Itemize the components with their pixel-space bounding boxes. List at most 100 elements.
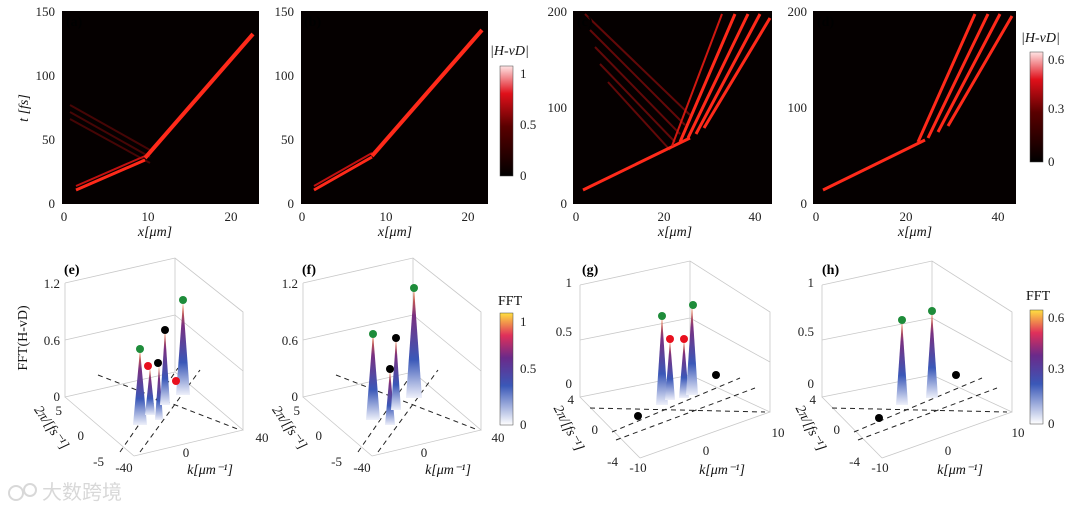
colorbar-bottom-1: FFT 1 0.5 0: [498, 294, 536, 432]
colorbar-bottom-2-tick-03: 0.3: [1048, 361, 1064, 376]
klabel-g: k[μm⁻¹]: [699, 463, 745, 478]
colorbar-bottom-1-gradient: [499, 312, 514, 426]
ktick-h-0: 0: [945, 443, 952, 458]
panel-e: (e) 1.2 0.6 0 FFT(H-vD) 5 0 -5 2π/[fs⁻¹]…: [16, 257, 269, 478]
ylabel-a: t [fs]: [17, 94, 32, 122]
xlabel-b: x[μm]: [377, 225, 412, 240]
colorbar-bottom-1-tick-0: 0: [520, 417, 527, 432]
heatmap-c: [573, 11, 772, 204]
ytick-c-200: 200: [548, 4, 568, 19]
ytick-d-100: 100: [788, 100, 808, 115]
peak-f-1: [366, 333, 380, 420]
ktick-g-m10: -10: [629, 460, 646, 475]
colorbar-top-1: |H-vD| 1 0.5 0: [490, 44, 536, 183]
marker-f-green-2: [410, 284, 418, 292]
panel-label-e: (e): [64, 263, 80, 278]
wtick-g-m4: -4: [607, 454, 618, 469]
peak-e-1: [133, 350, 147, 425]
panel-label-h: (h): [822, 263, 839, 278]
ktick-h-10: 10: [1012, 425, 1025, 440]
wlabel-h: 2π/[fs⁻¹]: [792, 403, 829, 454]
xtick-a-20: 20: [225, 209, 238, 224]
ytick-d-200: 200: [788, 4, 808, 19]
ktick-g-10: 10: [772, 425, 785, 440]
ytick-b-150: 150: [275, 4, 295, 19]
zlabel-e: FFT(H-vD): [16, 305, 31, 371]
peak-h-1: [896, 320, 908, 405]
xlabel-a: x[μm]: [137, 225, 172, 240]
ytick-a-100: 100: [36, 68, 56, 83]
peak-f-3: [391, 338, 401, 410]
watermark: 大数跨境: [8, 480, 122, 504]
wtick-f-m5: -5: [331, 454, 342, 469]
watermark-text: 大数跨境: [42, 480, 122, 504]
ktick-e-0: 0: [183, 445, 190, 460]
xtick-a-10: 10: [142, 209, 155, 224]
ktick-e-40: 40: [256, 430, 269, 445]
colorbar-bottom-2-title: FFT: [1026, 289, 1051, 304]
colorbar-bottom-1-tick-05: 0.5: [520, 361, 536, 376]
ytick-b-50: 50: [281, 132, 294, 147]
ztick-e-06: 0.6: [44, 333, 61, 348]
heatmap-b: [301, 11, 488, 204]
ytick-a-50: 50: [42, 132, 55, 147]
ztick-f-06: 0.6: [282, 333, 299, 348]
wlabel-f: 2π/[fs⁻¹]: [268, 403, 309, 452]
panel-f-box: [302, 257, 482, 457]
panel-label-d: (d): [817, 15, 834, 30]
colorbar-bottom-1-tick-1: 1: [520, 314, 527, 329]
ztick-g-0: 0: [566, 376, 573, 391]
marker-h-green-1: [898, 316, 906, 324]
heatmap-a-beam: [75, 32, 255, 192]
ztick-h-1: 1: [808, 275, 815, 290]
heatmap-d-beams: [822, 13, 1014, 192]
panel-e-peaks: [133, 302, 190, 425]
watermark-logo-icon: [8, 485, 24, 501]
panel-b: (b) 150 100 50 0 0 10 20 x[μm]: [275, 4, 488, 240]
marker-e-green-1: [136, 345, 144, 353]
ytick-b-0: 0: [288, 196, 295, 211]
xtick-d-20: 20: [900, 209, 913, 224]
heatmap-c-beams: [582, 13, 772, 192]
colorbar-bottom-2-gradient: [1029, 309, 1044, 425]
colorbar-top-2-tick-03: 0.3: [1048, 101, 1064, 116]
panel-label-c: (c): [577, 15, 593, 30]
marker-g-black-1: [634, 412, 642, 420]
wtick-g-4: 4: [568, 392, 575, 407]
marker-f-green-1: [369, 330, 377, 338]
wtick-h-4: 4: [810, 392, 817, 407]
panel-g-peaks: [656, 305, 698, 405]
colorbar-top-2-title: |H-vD|: [1021, 31, 1060, 46]
panel-h-dashes: [831, 377, 1008, 441]
peak-f-4: [406, 288, 422, 398]
ytick-c-0: 0: [561, 196, 568, 211]
xtick-d-40: 40: [992, 209, 1005, 224]
marker-g-red-1: [666, 335, 674, 343]
klabel-f: k[μm⁻¹]: [425, 463, 471, 478]
colorbar-bottom-2-tick-0: 0: [1048, 416, 1055, 431]
colorbar-top-2-gradient: [1029, 51, 1044, 163]
xlabel-d: x[μm]: [897, 225, 932, 240]
marker-g-black-2: [712, 371, 720, 379]
ktick-e-m40: -40: [115, 460, 132, 475]
marker-g-green-1: [658, 312, 666, 320]
panel-label-g: (g): [582, 263, 599, 278]
marker-g-green-2: [689, 301, 697, 309]
wlabel-e: 2π/[fs⁻¹]: [30, 403, 71, 452]
ytick-a-150: 150: [36, 4, 56, 19]
panel-e-box: [64, 257, 244, 457]
peak-g-3: [679, 340, 689, 398]
panel-g-box: [579, 260, 771, 459]
panel-label-a: (a): [66, 15, 83, 30]
heatmap-c-fringes: [584, 13, 691, 151]
heatmap-d: [813, 11, 1016, 204]
ktick-f-m40: -40: [353, 460, 370, 475]
colorbar-top-1-title: |H-vD|: [490, 44, 529, 59]
marker-f-black-2: [386, 365, 394, 373]
panel-a: (a) 150 100 50 0 0 10 20 x[μm] t [fs]: [17, 4, 259, 240]
colorbar-top-2-tick-0: 0: [1048, 154, 1055, 169]
ztick-g-1: 1: [566, 275, 573, 290]
panel-f: (f) 1.2 0.6 0 5 0 -5 2π/[fs⁻¹] -40 0 40 …: [268, 257, 505, 478]
xlabel-c: x[μm]: [657, 225, 692, 240]
